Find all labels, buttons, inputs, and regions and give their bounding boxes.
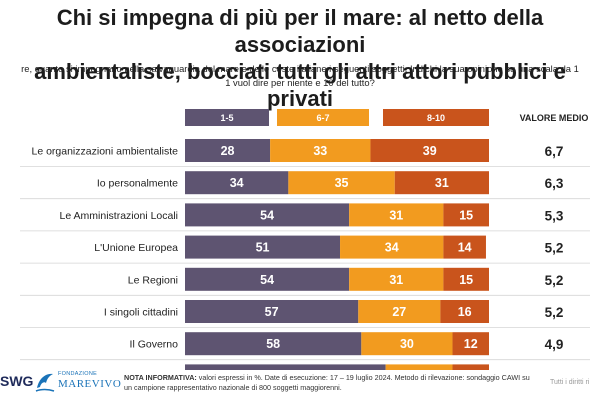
bar-segment-8-10: [440, 300, 489, 323]
title-line-2: ambientaliste, bocciati tutti gli altri …: [34, 59, 566, 111]
legend-label-8-10: 8-10: [427, 113, 445, 123]
category-label: L'Unione Europea: [94, 242, 178, 254]
bar-value-label: 66: [278, 369, 292, 370]
category-label: Le Regioni: [128, 274, 178, 286]
valore-medio-value: 5,2: [545, 305, 564, 320]
bar-segment-1-5: [185, 171, 289, 195]
stacked-bar-chart: 1-5 6-7 8-10 VALORE MEDIO Le organizzazioni …: [20, 109, 590, 370]
valore-medio-value: 6,3: [545, 176, 564, 191]
bar-segment-1-5: [185, 139, 271, 162]
bar-value-label: 54: [260, 273, 274, 287]
bar-segment-8-10: [443, 267, 489, 291]
bar-value-label: 27: [392, 305, 406, 319]
legend-swatch-6-7: [277, 109, 369, 126]
bar-value-label: 51: [256, 241, 270, 255]
bar-value-label: 12: [464, 337, 478, 351]
bar-segment-8-10: [452, 364, 489, 370]
bar-segment-8-10: [452, 332, 489, 356]
bar-value-label: 22: [412, 369, 426, 370]
bar-value-label: 31: [435, 176, 449, 190]
valore-medio-value: 4,6: [545, 369, 564, 370]
bar-segment-6-7: [270, 139, 371, 162]
bar-value-label: 58: [266, 337, 280, 351]
bar-segment-1-5: [185, 267, 350, 291]
legend-label-1-5: 1-5: [220, 113, 233, 123]
title-line-1: Chi si impegna di più per il mare: al ne…: [56, 5, 544, 57]
category-label: Le organizzazioni ambientaliste: [31, 146, 178, 158]
bar-segment-1-5: [185, 364, 386, 370]
valore-medio-value: 6,7: [545, 144, 564, 159]
swg-logo: SWG: [0, 373, 34, 389]
valore-medio-value: 4,9: [545, 337, 564, 352]
bar-value-label: 54: [260, 208, 274, 222]
bar-value-label: 31: [389, 273, 403, 287]
bar-segment-6-7: [349, 203, 444, 227]
bar-segment-1-5: [185, 203, 350, 227]
category-label: Le Amministrazioni Locali: [60, 210, 178, 222]
fondazione-label: FONDAZIONE: [58, 371, 98, 377]
bar-value-label: 15: [459, 273, 473, 287]
bar-value-label: 35: [335, 176, 349, 190]
bar-segment-8-10: [370, 139, 489, 162]
bar-value-label: 34: [230, 176, 244, 190]
chart-title: Chi si impegna di più per il mare: al ne…: [0, 4, 600, 112]
category-label: I singoli cittadini: [104, 307, 178, 319]
bar-value-label: 39: [423, 144, 437, 158]
valore-medio-value: 5,2: [545, 273, 564, 288]
bar-segment-8-10: [443, 203, 489, 227]
valore-medio-header: VALORE MEDIO: [520, 113, 589, 123]
bar-segment-8-10: [394, 171, 489, 195]
marevivo-label: MAREVIVO: [58, 378, 122, 390]
valore-medio-value: 5,2: [545, 241, 564, 256]
question-line-1: re, quanto si impegnano nella salvaguard…: [21, 63, 579, 74]
footer-logos: SWG FONDAZIONE MAREVIVO: [0, 370, 121, 396]
dolphin-icon: [35, 373, 55, 392]
bar-segment-6-7: [349, 267, 444, 291]
marevivo-logo: FONDAZIONE MAREVIVO: [34, 370, 121, 396]
valore-medio-value: 5,3: [545, 208, 564, 223]
survey-question: re, quanto si impegnano nella salvaguard…: [0, 62, 600, 90]
note-label: NOTA INFORMATIVA:: [124, 373, 197, 382]
bar-value-label: 16: [458, 305, 472, 319]
category-label: Io personalmente: [97, 178, 178, 190]
bar-segment-6-7: [361, 332, 453, 356]
bar-segment-6-7: [340, 235, 444, 259]
bar-segment-6-7: [385, 364, 453, 370]
bar-value-label: 14: [458, 241, 472, 255]
methodology-note: NOTA INFORMATIVA: valori espressi in %. …: [124, 373, 534, 393]
bar-value-label: 57: [265, 305, 279, 319]
category-label: Il Governo: [130, 339, 179, 351]
bar-value-label: 28: [221, 144, 235, 158]
bar-value-label: 31: [389, 208, 403, 222]
bar-value-label: 30: [400, 337, 414, 351]
note-text: valori espressi in %. Date di esecuzione…: [124, 373, 530, 392]
bar-segment-1-5: [185, 235, 341, 259]
bar-segment-6-7: [358, 300, 441, 323]
bar-segment-1-5: [185, 300, 359, 323]
legend-label-6-7: 6-7: [316, 113, 329, 123]
bar-segment-8-10: [443, 235, 486, 259]
rights-text: Tutti i diritti ri: [550, 379, 590, 386]
legend-swatch-1-5: [185, 109, 269, 126]
legend-swatch-8-10: [383, 109, 489, 126]
bar-value-label: 12: [464, 369, 478, 370]
question-line-2: 1 vuol dire per niente e 10 del tutto?: [225, 77, 375, 88]
bar-value-label: 34: [385, 241, 399, 255]
bar-segment-6-7: [288, 171, 395, 195]
bar-segment-1-5: [185, 332, 362, 356]
bar-value-label: 15: [459, 208, 473, 222]
bar-value-label: 33: [313, 144, 327, 158]
